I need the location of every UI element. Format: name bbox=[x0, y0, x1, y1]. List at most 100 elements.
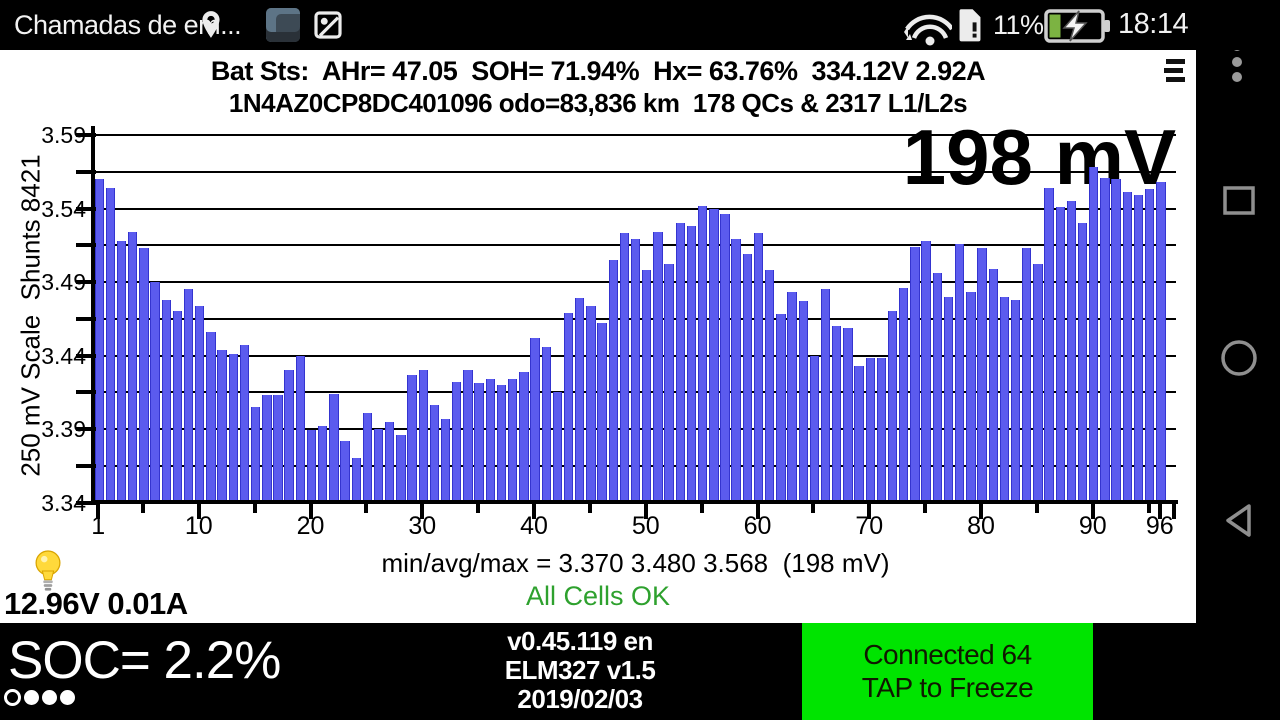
y-axis-tick bbox=[76, 133, 96, 137]
cell-voltage-bar bbox=[541, 346, 551, 503]
battery-stats-header: Bat Sts: AHr= 47.05 SOH= 71.94% Hx= 63.7… bbox=[210, 56, 986, 86]
cell-voltage-bar bbox=[798, 301, 808, 503]
cell-voltage-bar bbox=[105, 187, 116, 503]
x-axis-tick-major bbox=[979, 503, 984, 519]
home-button[interactable] bbox=[1220, 339, 1258, 377]
cell-voltage-bar bbox=[1100, 177, 1110, 503]
cell-voltage-bar bbox=[284, 370, 294, 503]
x-axis-tick-major bbox=[867, 503, 872, 519]
cell-voltage-bar bbox=[150, 282, 160, 503]
cell-voltage-bar bbox=[407, 374, 417, 503]
cell-voltage-bar bbox=[999, 296, 1010, 503]
cell-voltage-bar bbox=[910, 246, 920, 503]
app-version: v0.45.119 en bbox=[507, 626, 653, 656]
x-axis-tick-major bbox=[308, 503, 313, 519]
x-axis-tick-major bbox=[196, 503, 201, 519]
y-axis-tick bbox=[76, 463, 96, 468]
cell-voltage-bar bbox=[1144, 189, 1155, 503]
cell-voltage-bar bbox=[552, 392, 563, 503]
cell-voltage-bar bbox=[686, 226, 697, 503]
cell-voltage-bar bbox=[843, 327, 853, 503]
cell-voltage-bar bbox=[1089, 167, 1099, 503]
cell-voltage-bar bbox=[1122, 192, 1132, 503]
cell-voltage-bar bbox=[854, 365, 864, 503]
cell-voltage-bar bbox=[1044, 187, 1054, 503]
wifi-icon bbox=[904, 14, 952, 46]
cell-voltage-bar bbox=[865, 358, 875, 503]
cell-voltage-bar bbox=[161, 299, 171, 503]
x-axis-tick-major bbox=[96, 503, 101, 519]
page-indicator-dots[interactable] bbox=[4, 689, 78, 707]
cell-voltage-bar bbox=[619, 233, 630, 503]
x-axis-end-tick bbox=[1172, 503, 1176, 519]
x-axis-tick-major bbox=[532, 503, 537, 519]
cell-voltage-bar bbox=[608, 259, 618, 503]
bulb-icon[interactable] bbox=[33, 549, 63, 593]
x-tick-label: 1 bbox=[91, 512, 106, 540]
accessory-battery-reading: 12.96V 0.01A bbox=[4, 586, 188, 621]
x-axis-tick-minor bbox=[1146, 503, 1151, 513]
cell-voltage-bar bbox=[418, 370, 428, 503]
y-axis-tick bbox=[76, 390, 96, 395]
cell-voltage-bar bbox=[1066, 201, 1077, 503]
cell-voltage-bar bbox=[306, 430, 317, 503]
cell-voltage-bar bbox=[1010, 299, 1021, 503]
connected-freeze-button[interactable]: Connected 64 TAP to Freeze bbox=[802, 623, 1093, 720]
build-date: 2019/02/03 bbox=[517, 684, 643, 714]
cell-voltage-bar bbox=[463, 370, 473, 503]
recents-button[interactable] bbox=[1222, 185, 1256, 216]
cell-voltage-bar bbox=[1055, 207, 1065, 503]
cell-voltage-bar bbox=[128, 232, 138, 503]
soc-value: SOC= 2.2% bbox=[8, 631, 281, 690]
x-axis-tick-minor bbox=[364, 503, 369, 513]
cell-voltage-bar bbox=[776, 314, 786, 503]
x-axis-tick-major bbox=[643, 503, 648, 519]
cell-voltage-bar bbox=[642, 270, 652, 503]
cell-voltage-bar bbox=[1133, 195, 1144, 503]
cell-voltage-bar bbox=[597, 323, 607, 503]
x-axis-tick-minor bbox=[476, 503, 481, 513]
y-axis-tick bbox=[76, 316, 96, 321]
y-tick-label: 3.49 bbox=[41, 269, 86, 295]
cell-voltage-bar bbox=[988, 268, 998, 503]
hamburger-menu-icon[interactable] bbox=[1164, 59, 1185, 86]
cell-voltage-bar bbox=[709, 208, 719, 503]
cell-voltage-bar bbox=[385, 421, 395, 503]
x-axis-line bbox=[91, 500, 1178, 504]
cell-voltage-bar bbox=[977, 248, 987, 503]
cell-voltage-bar bbox=[1077, 223, 1088, 503]
cell-voltage-bar bbox=[563, 312, 574, 503]
cell-voltage-bar bbox=[530, 337, 540, 503]
y-axis-tick bbox=[76, 243, 96, 248]
cell-voltage-bar bbox=[720, 214, 730, 503]
cell-voltage-bar bbox=[195, 305, 205, 503]
freeze-hint: TAP to Freeze bbox=[861, 672, 1034, 703]
cell-voltage-bar bbox=[440, 418, 451, 503]
cell-voltage-bar bbox=[742, 254, 753, 503]
cell-voltage-bar bbox=[887, 311, 898, 503]
battery-charging-icon bbox=[1044, 9, 1110, 43]
cell-voltage-bar bbox=[94, 179, 104, 503]
cell-voltage-bar bbox=[876, 358, 887, 503]
cell-voltage-bar bbox=[731, 239, 741, 503]
y-tick-label: 3.39 bbox=[41, 416, 86, 442]
screenshot-icon bbox=[314, 11, 342, 39]
x-axis-tick-major bbox=[420, 503, 425, 519]
cell-voltage-bar bbox=[675, 223, 685, 503]
voltage-spread-label: 198 mV bbox=[902, 113, 1176, 201]
notification-text[interactable]: Chamadas de em... bbox=[14, 10, 242, 40]
cell-voltage-bar bbox=[507, 379, 518, 503]
cell-voltage-bar bbox=[1033, 264, 1043, 503]
x-axis-tick-major bbox=[755, 503, 760, 519]
back-button[interactable] bbox=[1221, 502, 1255, 539]
connection-status: Connected 64 bbox=[863, 639, 1032, 670]
app-thumbnail-icon[interactable] bbox=[266, 8, 300, 42]
cell-voltage-bar bbox=[787, 292, 797, 503]
cell-voltage-bar bbox=[429, 405, 440, 503]
cell-voltage-bar bbox=[496, 384, 507, 503]
cell-voltage-bar bbox=[653, 232, 663, 503]
cells-status-text: All Cells OK bbox=[525, 581, 671, 611]
y-tick-label: 3.59 bbox=[41, 122, 86, 148]
bottom-bar: SOC= 2.2% v0.45.119 en ELM327 v1.5 2019/… bbox=[0, 623, 1196, 720]
